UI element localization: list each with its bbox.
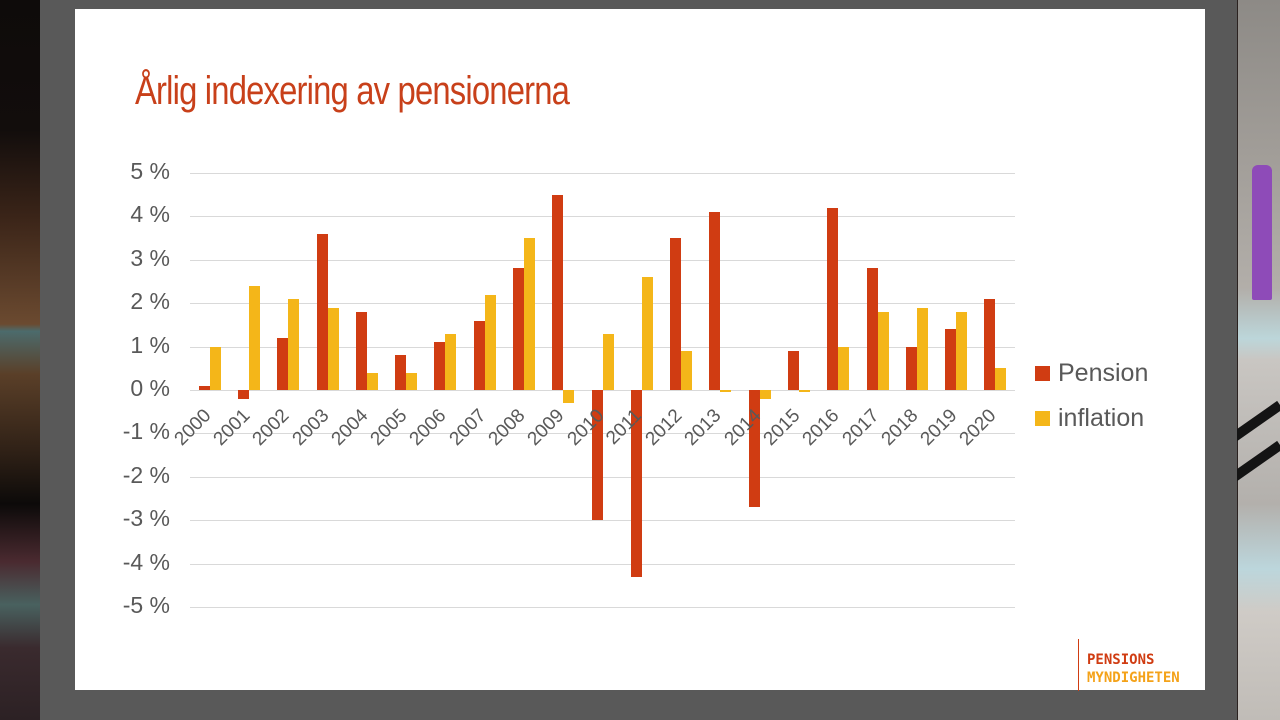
legend-swatch-pension [1035, 366, 1050, 381]
bar-inflation-2009 [563, 390, 574, 403]
bar-pension-2014 [749, 390, 760, 507]
bar-inflation-2013 [720, 390, 731, 392]
slide-title: Årlig indexering av pensionerna [135, 69, 570, 113]
y-axis-tick-label: -4 % [122, 549, 170, 575]
x-axis-tick-label: 2007 [445, 405, 491, 450]
legend-swatch-inflation [1035, 411, 1050, 426]
bar-pension-2007 [474, 321, 485, 390]
bar-inflation-2010 [603, 334, 614, 390]
presentation-slide: Årlig indexering av pensionerna 5 % 4 % 3 … [75, 9, 1205, 691]
bar-pension-2015 [788, 351, 799, 390]
bar-pension-2011 [631, 390, 642, 577]
bar-pension-2001 [238, 390, 249, 399]
bar-inflation-2019 [956, 312, 967, 390]
bar-inflation-2014 [760, 390, 771, 399]
bar-pension-2004 [356, 312, 367, 390]
gridline [190, 520, 1015, 521]
bar-inflation-2011 [642, 277, 653, 390]
bar-pension-2005 [395, 355, 406, 390]
bar-inflation-2002 [288, 299, 299, 390]
bar-pension-2002 [277, 338, 288, 390]
bar-inflation-2017 [878, 312, 889, 390]
bar-pension-2020 [984, 299, 995, 390]
pensionsmyndigheten-logo: PENSIONS MYNDIGHETEN [1078, 639, 1180, 691]
y-axis-tick-label: 5 % [130, 158, 170, 184]
x-axis-tick-label: 2015 [759, 405, 805, 450]
bar-pension-2012 [670, 238, 681, 390]
gridline [190, 260, 1015, 261]
y-axis-tick-label: -1 % [122, 418, 170, 444]
bar-pension-2000 [199, 386, 210, 390]
x-axis-tick-label: 2006 [405, 405, 451, 450]
x-axis-tick-label: 2009 [523, 405, 569, 450]
bar-inflation-2003 [328, 308, 339, 390]
y-axis-tick-label: 0 % [130, 375, 170, 401]
x-axis-tick-label: 2000 [170, 405, 216, 450]
bar-pension-2019 [945, 329, 956, 390]
background-right [1227, 0, 1280, 720]
y-axis-tick-label: -2 % [122, 462, 170, 488]
legend-item-inflation: inflation [1035, 396, 1148, 441]
bar-pension-2006 [434, 342, 445, 390]
bar-inflation-2015 [799, 390, 810, 392]
x-axis-tick-label: 2004 [327, 405, 373, 450]
bar-pension-2003 [317, 234, 328, 390]
bar-inflation-2018 [917, 308, 928, 390]
x-axis-tick-label: 2001 [209, 405, 255, 450]
chair-decoration [1252, 165, 1272, 300]
bar-chart: 5 % 4 % 3 % 2 % 1 % 0 % -1 % -2 % -3 % -4 % -5 % 20… [75, 9, 1205, 690]
bar-inflation-2008 [524, 238, 535, 390]
bar-pension-2009 [552, 195, 563, 390]
legend-label: inflation [1058, 404, 1145, 432]
gridline [190, 216, 1015, 217]
y-axis-tick-label: 4 % [130, 201, 170, 227]
bar-inflation-2020 [995, 368, 1006, 390]
gridline [190, 564, 1015, 565]
bar-inflation-2005 [406, 373, 417, 390]
bar-inflation-2016 [838, 347, 849, 390]
bar-pension-2013 [709, 212, 720, 390]
chart-legend: Pension inflation [1035, 351, 1148, 441]
x-axis-tick-label: 2019 [916, 405, 962, 450]
bar-inflation-2012 [681, 351, 692, 390]
bar-pension-2008 [513, 268, 524, 390]
x-axis-tick-label: 2005 [366, 405, 412, 450]
y-axis-tick-label: 3 % [130, 245, 170, 271]
x-axis-tick-label: 2018 [877, 405, 923, 450]
y-axis-tick-label: 1 % [130, 332, 170, 358]
logo-line-2: MYNDIGHETEN [1087, 670, 1180, 686]
y-axis-tick-label: -5 % [122, 592, 170, 618]
x-axis-tick-label: 2020 [955, 405, 1001, 450]
background-left [0, 0, 42, 720]
gridline [190, 347, 1015, 348]
bar-pension-2016 [827, 208, 838, 390]
bar-pension-2017 [867, 268, 878, 390]
gridline [190, 303, 1015, 304]
x-axis-tick-label: 2016 [798, 405, 844, 450]
bar-inflation-2007 [485, 295, 496, 390]
legend-label: Pension [1058, 359, 1149, 387]
x-axis-tick-label: 2017 [838, 405, 884, 450]
x-axis-tick-label: 2013 [680, 405, 726, 450]
y-axis-tick-label: -3 % [122, 505, 170, 531]
x-axis-tick-label: 2003 [288, 405, 334, 450]
bar-inflation-2001 [249, 286, 260, 390]
bar-inflation-2000 [210, 347, 221, 390]
gridline [190, 173, 1015, 174]
bar-inflation-2006 [445, 334, 456, 390]
bar-inflation-2004 [367, 373, 378, 390]
y-axis-tick-label: 2 % [130, 288, 170, 314]
bar-pension-2018 [906, 347, 917, 390]
x-axis-tick-label: 2008 [484, 405, 530, 450]
x-axis-tick-label: 2002 [248, 405, 294, 450]
x-axis-tick-label: 2012 [641, 405, 687, 450]
legend-item-pension: Pension [1035, 351, 1148, 396]
gridline [190, 607, 1015, 608]
logo-line-1: PENSIONS [1087, 652, 1155, 668]
bar-pension-2010 [592, 390, 603, 520]
